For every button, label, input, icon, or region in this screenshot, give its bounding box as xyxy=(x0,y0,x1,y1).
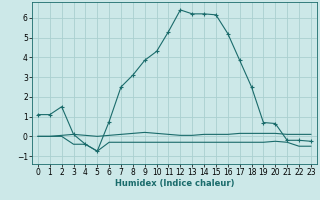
X-axis label: Humidex (Indice chaleur): Humidex (Indice chaleur) xyxy=(115,179,234,188)
